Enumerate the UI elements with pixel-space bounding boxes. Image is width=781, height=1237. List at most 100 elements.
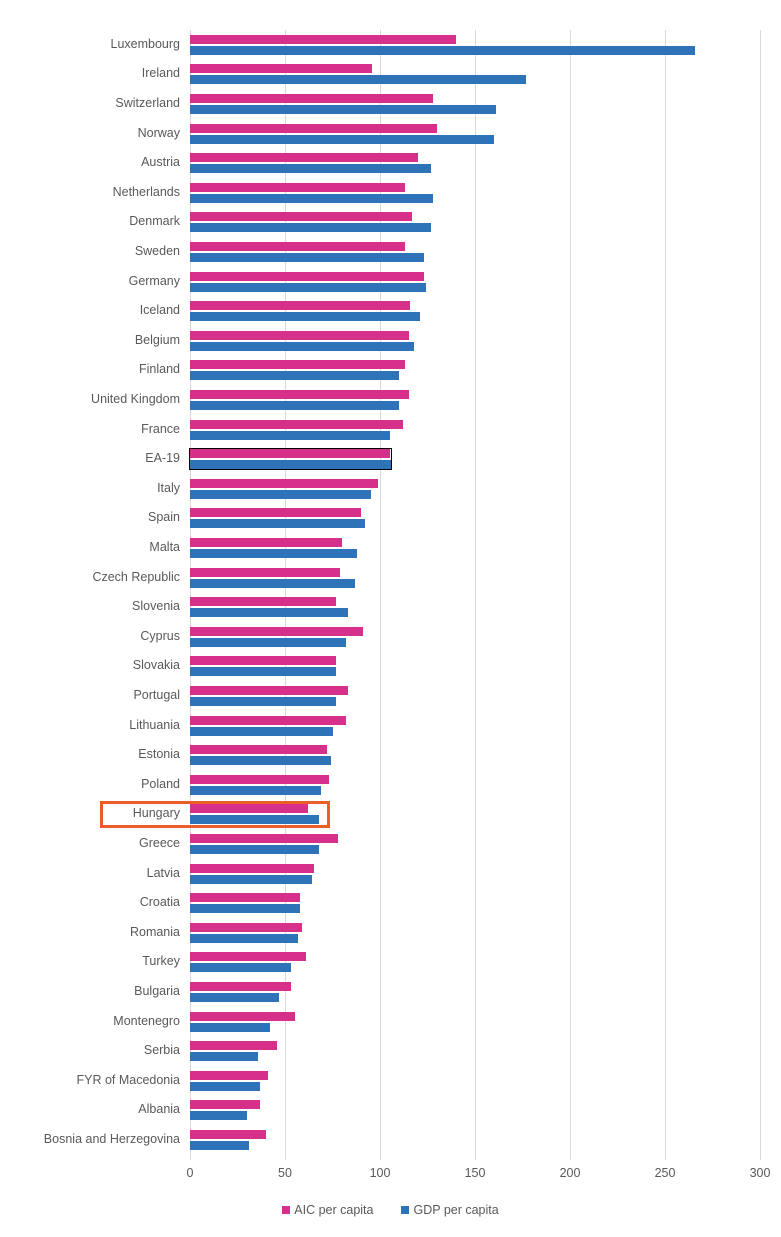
bar-gdp [190, 223, 431, 232]
bar-gdp [190, 934, 298, 943]
bar-aic [190, 597, 336, 606]
y-axis-label: Croatia [5, 895, 180, 909]
y-axis-label: Switzerland [5, 96, 180, 110]
legend-item-gdp: GDP per capita [401, 1203, 498, 1217]
plot-area: 050100150200250300LuxembourgIrelandSwitz… [190, 30, 760, 1160]
y-axis-label: Germany [5, 274, 180, 288]
bar-aic [190, 834, 338, 843]
y-axis-label: United Kingdom [5, 392, 180, 406]
bar-gdp [190, 1111, 247, 1120]
x-tick-label: 50 [278, 1166, 292, 1180]
bar-gdp [190, 105, 496, 114]
bar-gdp [190, 963, 291, 972]
gridline [665, 30, 666, 1160]
bar-aic [190, 449, 390, 458]
bar-gdp [190, 312, 420, 321]
bar-gdp [190, 194, 433, 203]
x-tick-label: 0 [187, 1166, 194, 1180]
bar-gdp [190, 401, 399, 410]
bar-aic [190, 656, 336, 665]
y-axis-label: France [5, 422, 180, 436]
y-axis-label: Slovenia [5, 599, 180, 613]
legend-label-aic: AIC per capita [294, 1203, 373, 1217]
legend-item-aic: AIC per capita [282, 1203, 373, 1217]
bar-gdp [190, 1082, 260, 1091]
bar-gdp [190, 579, 355, 588]
bar-aic [190, 272, 424, 281]
y-axis-label: Lithuania [5, 718, 180, 732]
bar-aic [190, 982, 291, 991]
bar-aic [190, 923, 302, 932]
bar-aic [190, 864, 314, 873]
y-axis-label: Slovakia [5, 658, 180, 672]
y-axis-label: Hungary [5, 806, 180, 820]
y-axis-label: Czech Republic [5, 570, 180, 584]
y-axis-label: Bosnia and Herzegovina [5, 1132, 180, 1146]
bar-gdp [190, 667, 336, 676]
y-axis-label: Romania [5, 925, 180, 939]
chart-container: 050100150200250300LuxembourgIrelandSwitz… [0, 0, 781, 1237]
y-axis-label: Montenegro [5, 1014, 180, 1028]
bar-gdp [190, 727, 333, 736]
bar-aic [190, 479, 378, 488]
bar-aic [190, 301, 410, 310]
y-axis-label: Sweden [5, 244, 180, 258]
bar-aic [190, 331, 409, 340]
bar-gdp [190, 756, 331, 765]
bar-aic [190, 212, 412, 221]
bar-aic [190, 360, 405, 369]
bar-aic [190, 568, 340, 577]
bar-aic [190, 893, 300, 902]
bar-gdp [190, 342, 414, 351]
y-axis-label: FYR of Macedonia [5, 1073, 180, 1087]
y-axis-label: Greece [5, 836, 180, 850]
bar-gdp [190, 697, 336, 706]
bar-aic [190, 420, 403, 429]
y-axis-label: Poland [5, 777, 180, 791]
bar-aic [190, 390, 409, 399]
bar-aic [190, 1071, 268, 1080]
bar-gdp [190, 549, 357, 558]
bar-aic [190, 745, 327, 754]
bar-gdp [190, 490, 371, 499]
y-axis-label: Cyprus [5, 629, 180, 643]
bar-gdp [190, 875, 312, 884]
y-axis-label: Turkey [5, 954, 180, 968]
gridline [475, 30, 476, 1160]
bar-gdp [190, 1023, 270, 1032]
bar-gdp [190, 283, 426, 292]
x-tick-label: 100 [370, 1166, 391, 1180]
y-axis-label: Austria [5, 155, 180, 169]
y-axis-label: EA-19 [5, 451, 180, 465]
legend: AIC per capita GDP per capita [0, 1203, 781, 1217]
bar-gdp [190, 460, 391, 469]
y-axis-label: Spain [5, 510, 180, 524]
bar-gdp [190, 431, 390, 440]
y-axis-label: Finland [5, 362, 180, 376]
bar-gdp [190, 371, 399, 380]
gridline [760, 30, 761, 1160]
y-axis-label: Latvia [5, 866, 180, 880]
y-axis-label: Estonia [5, 747, 180, 761]
bar-aic [190, 94, 433, 103]
bar-gdp [190, 608, 348, 617]
y-axis-label: Norway [5, 126, 180, 140]
bar-aic [190, 1100, 260, 1109]
bar-aic [190, 153, 418, 162]
bar-aic [190, 686, 348, 695]
y-axis-label: Denmark [5, 214, 180, 228]
bar-gdp [190, 993, 279, 1002]
y-axis-label: Serbia [5, 1043, 180, 1057]
bar-gdp [190, 1052, 258, 1061]
gridline [570, 30, 571, 1160]
bar-gdp [190, 75, 526, 84]
legend-label-gdp: GDP per capita [413, 1203, 498, 1217]
bar-aic [190, 1012, 295, 1021]
bar-aic [190, 1041, 277, 1050]
bar-gdp [190, 786, 321, 795]
bar-gdp [190, 638, 346, 647]
bar-gdp [190, 253, 424, 262]
bar-gdp [190, 1141, 249, 1150]
bar-aic [190, 716, 346, 725]
x-tick-label: 250 [655, 1166, 676, 1180]
